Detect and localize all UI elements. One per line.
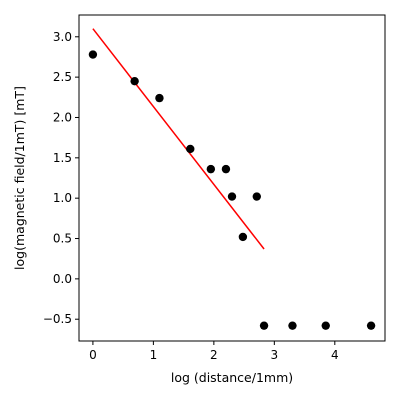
y-tick-label: 0.0 — [53, 272, 72, 286]
plot-frame — [78, 14, 386, 342]
y-tick-label: 0.5 — [53, 232, 72, 246]
x-tick-label: 4 — [331, 348, 339, 362]
data-point — [288, 321, 297, 330]
x-axis: 0 1 2 3 4 — [89, 341, 339, 362]
data-point — [186, 144, 195, 154]
plot-area — [79, 15, 385, 341]
y-axis-label: log(magnetic field/1mT) [mT] — [12, 86, 27, 270]
fit-line — [92, 28, 265, 250]
points-layer — [88, 50, 376, 330]
y-axis: −0.5 0.0 0.5 1.0 1.5 2.0 2.5 3.0 — [43, 30, 79, 326]
x-tick-label: 0 — [89, 348, 97, 362]
y-tick-label: 3.0 — [53, 30, 72, 44]
data-point — [130, 76, 139, 86]
data-point — [155, 93, 164, 103]
data-point — [221, 164, 231, 174]
fit-line-layer — [92, 28, 265, 250]
data-point — [238, 232, 248, 242]
data-point — [321, 321, 330, 330]
x-tick-label: 2 — [210, 348, 218, 362]
y-tick-label: 2.5 — [53, 70, 72, 84]
data-point — [252, 192, 261, 201]
data-point — [366, 321, 376, 330]
data-point — [227, 192, 237, 201]
x-tick-label: 1 — [150, 348, 158, 362]
data-point — [88, 50, 98, 59]
data-point — [259, 321, 269, 330]
y-tick-label: 1.0 — [53, 191, 72, 205]
data-point — [206, 164, 216, 174]
y-tick-label: 1.5 — [53, 151, 72, 165]
x-tick-label: 3 — [271, 348, 279, 362]
x-axis-label: log (distance/1mm) — [171, 370, 293, 385]
y-tick-label: 2.0 — [53, 110, 72, 124]
y-tick-label: −0.5 — [43, 312, 72, 326]
